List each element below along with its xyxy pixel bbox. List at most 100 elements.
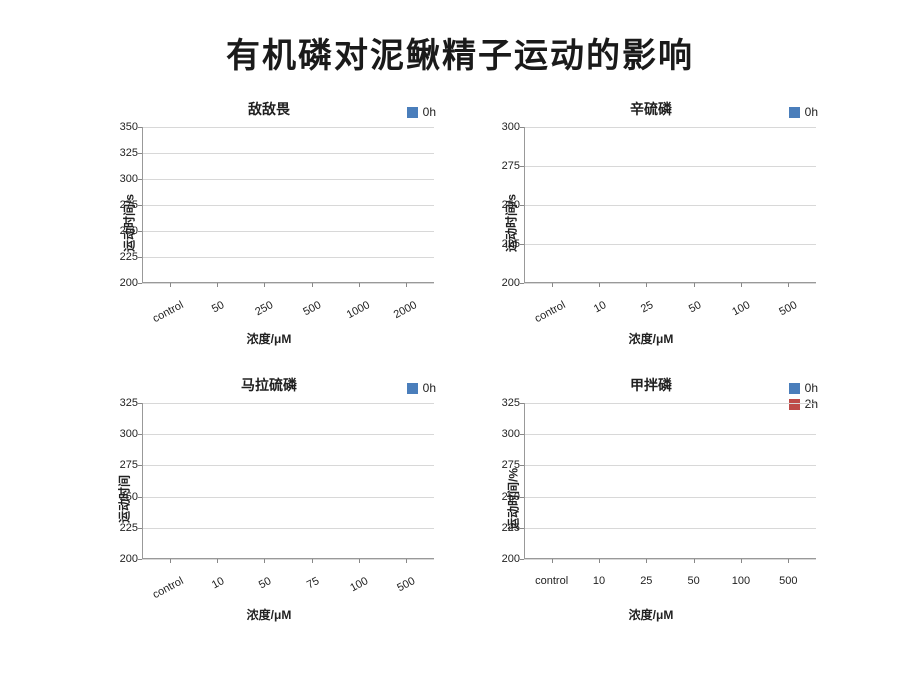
x-tick-mark — [359, 283, 360, 287]
x-tick-mark — [217, 283, 218, 287]
x-tick-mark — [264, 559, 265, 563]
x-category-label: 250 — [254, 299, 276, 318]
chart-legend: 0h — [407, 105, 436, 121]
y-tick-label: 300 — [108, 173, 138, 185]
y-tick-label: 200 — [490, 553, 520, 565]
x-tick-mark — [552, 559, 553, 563]
plot-area: 200225250275300325350control502505001000… — [142, 127, 434, 283]
chart-legend: 0h — [407, 381, 436, 397]
x-category-label: 75 — [304, 575, 320, 591]
y-tick-label: 325 — [108, 147, 138, 159]
x-tick-mark — [599, 559, 600, 563]
y-tick-label: 200 — [108, 553, 138, 565]
y-tick-label: 300 — [490, 121, 520, 133]
x-category-label: 10 — [210, 575, 226, 591]
plot-area: 200225250275300325control105075100500 — [142, 403, 434, 559]
y-tick-label: 225 — [108, 251, 138, 263]
x-category-label: 50 — [210, 299, 226, 315]
x-tick-mark — [694, 559, 695, 563]
x-axis-label: 浓度/μM — [90, 330, 448, 347]
y-tick-label: 250 — [490, 199, 520, 211]
chart-didiwei: 敌敌畏0h运动时间/s浓度/μM200225250275300325350con… — [90, 93, 448, 353]
y-tick-mark — [138, 559, 142, 560]
y-tick-label: 250 — [108, 491, 138, 503]
x-axis-label: 浓度/μM — [472, 606, 830, 623]
y-tick-label: 225 — [108, 522, 138, 534]
plot-area: 200225250275300control102550100500 — [524, 127, 816, 283]
gridline — [524, 283, 816, 284]
bars-container: control105075100500 — [142, 403, 434, 559]
y-tick-label: 200 — [108, 277, 138, 289]
x-category-label: control — [535, 575, 568, 587]
x-tick-mark — [788, 283, 789, 287]
page-title: 有机磷对泥鳅精子运动的影响 — [0, 0, 920, 85]
gridline — [524, 559, 816, 560]
x-tick-mark — [599, 283, 600, 287]
x-tick-mark — [646, 559, 647, 563]
y-tick-label: 250 — [490, 491, 520, 503]
x-axis-label: 浓度/μM — [472, 330, 830, 347]
x-category-label: 500 — [779, 575, 797, 587]
x-category-label: 100 — [730, 299, 752, 318]
y-tick-label: 275 — [490, 160, 520, 172]
legend-label: 0h — [805, 105, 818, 119]
x-category-label: 25 — [640, 575, 652, 587]
x-category-label: 500 — [301, 299, 323, 318]
chart-title: 甲拌磷 — [472, 375, 830, 395]
x-category-label: 50 — [257, 575, 273, 591]
legend-label: 0h — [423, 381, 436, 395]
x-tick-mark — [217, 559, 218, 563]
gridline — [142, 283, 434, 284]
x-tick-mark — [312, 283, 313, 287]
chart-title: 敌敌畏 — [90, 99, 448, 119]
x-category-label: 50 — [686, 299, 702, 315]
y-tick-label: 350 — [108, 121, 138, 133]
x-category-label: control — [150, 575, 185, 601]
legend-label: 0h — [805, 381, 818, 395]
y-tick-label: 300 — [490, 428, 520, 440]
y-tick-label: 275 — [490, 459, 520, 471]
x-category-label: 1000 — [345, 299, 372, 321]
chart-xinliulin: 辛硫磷0h运动时间/s浓度/μM200225250275300control10… — [472, 93, 830, 353]
y-tick-mark — [138, 283, 142, 284]
chart-jiabanlin: 甲拌磷0h2h运动时间/%浓度/μM200225250275300325cont… — [472, 369, 830, 629]
bars-container: control102550100500 — [524, 403, 816, 559]
x-axis-label: 浓度/μM — [90, 606, 448, 623]
chart-title: 马拉硫磷 — [90, 375, 448, 395]
y-tick-mark — [520, 559, 524, 560]
y-tick-mark — [520, 283, 524, 284]
x-category-label: 10 — [593, 575, 605, 587]
y-tick-label: 325 — [490, 397, 520, 409]
x-tick-mark — [741, 283, 742, 287]
x-category-label: 100 — [348, 575, 370, 594]
gridline — [142, 559, 434, 560]
chart-malaliulin: 马拉硫磷0h运动时间浓度/μM200225250275300325control… — [90, 369, 448, 629]
x-tick-mark — [741, 559, 742, 563]
x-category-label: 50 — [688, 575, 700, 587]
y-tick-label: 275 — [108, 459, 138, 471]
x-tick-mark — [406, 283, 407, 287]
y-tick-label: 300 — [108, 428, 138, 440]
plot-area: 200225250275300325control102550100500 — [524, 403, 816, 559]
chart-legend: 0h — [789, 105, 818, 121]
legend-swatch — [789, 107, 800, 118]
x-category-label: control — [150, 299, 185, 325]
x-category-label: 100 — [732, 575, 750, 587]
legend-swatch — [407, 383, 418, 394]
chart-title: 辛硫磷 — [472, 99, 830, 119]
x-tick-mark — [694, 283, 695, 287]
bars-container: control5025050010002000 — [142, 127, 434, 283]
x-tick-mark — [359, 559, 360, 563]
x-tick-mark — [264, 283, 265, 287]
x-tick-mark — [170, 559, 171, 563]
x-category-label: 25 — [639, 299, 655, 315]
legend-swatch — [407, 107, 418, 118]
y-tick-label: 225 — [490, 238, 520, 250]
x-tick-mark — [170, 283, 171, 287]
x-category-label: control — [532, 299, 567, 325]
y-tick-label: 200 — [490, 277, 520, 289]
bars-container: control102550100500 — [524, 127, 816, 283]
y-tick-label: 225 — [490, 522, 520, 534]
y-tick-label: 325 — [108, 397, 138, 409]
chart-grid: 敌敌畏0h运动时间/s浓度/μM200225250275300325350con… — [0, 85, 920, 647]
